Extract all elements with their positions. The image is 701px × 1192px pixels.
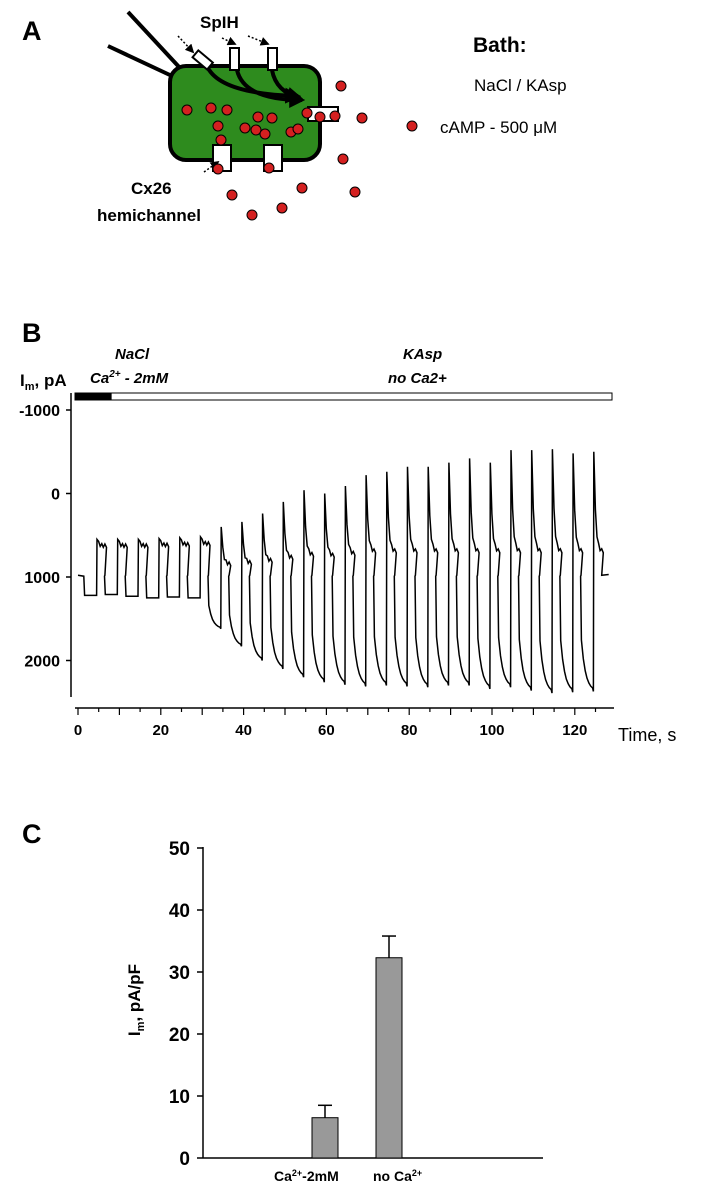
x-tick-label: 40	[235, 722, 252, 739]
panel-b: B Im, pA NaCl Ca2+ - 2mM KAsp no Ca2+ 20…	[19, 318, 676, 745]
camp-dot	[266, 112, 278, 124]
category-label-no-ca: no Ca2+	[373, 1168, 422, 1184]
camp-dot	[329, 110, 341, 122]
kasp-solution-bar	[110, 392, 613, 401]
camp-dot	[263, 162, 275, 174]
camp-dot	[215, 134, 227, 146]
patch-pipettes	[107, 10, 182, 78]
y-tick-label: -1000	[19, 403, 60, 420]
panel-c-letter: C	[22, 819, 42, 849]
x-tick-label: 120	[562, 722, 587, 739]
legend-dot	[406, 120, 418, 132]
current-trace	[77, 449, 609, 694]
panel-a: A	[22, 10, 567, 225]
camp-dot	[212, 120, 224, 132]
spih-label: SpIH	[200, 13, 239, 32]
camp-dot	[181, 104, 193, 116]
x-tick-label: 100	[479, 722, 504, 739]
panel-c-y-label: Im, pA/pF	[125, 964, 147, 1036]
camp-dot	[239, 122, 251, 134]
camp-dot	[259, 128, 271, 140]
y-tick-label: 0	[179, 1149, 190, 1170]
bath-solution: NaCl / KAsp	[474, 76, 567, 95]
bath-title: Bath:	[473, 34, 527, 57]
y-tick-label: 1000	[24, 570, 60, 587]
camp-dot	[246, 209, 258, 221]
bar	[311, 1117, 339, 1159]
camp-dot	[335, 80, 347, 92]
cx26-label: Cx26	[131, 179, 172, 198]
panel-b-y-label: Im, pA	[20, 371, 67, 393]
camp-dot	[212, 163, 224, 175]
cAMP-flux-arrows	[206, 66, 306, 108]
y-tick-label: 40	[169, 901, 190, 922]
panel-b-letter: B	[22, 318, 42, 348]
camp-dot	[250, 124, 262, 136]
nacl-solution-bar	[74, 392, 112, 401]
panel-b-x-label: Time, s	[618, 725, 676, 745]
nacl-label: NaCl	[115, 346, 150, 363]
y-tick-label: 2000	[24, 654, 60, 671]
no-ca-label: no Ca2+	[388, 370, 447, 387]
camp-dot	[252, 111, 264, 123]
camp-dot	[205, 102, 217, 114]
y-tick-label: 0	[51, 487, 60, 504]
y-tick-label: 20	[169, 1025, 190, 1046]
cell-body	[168, 64, 322, 162]
x-tick-label: 0	[74, 722, 82, 739]
category-label-ca-2mm: Ca2+-2mM	[274, 1168, 339, 1184]
camp-dot	[356, 112, 368, 124]
camp-dot	[349, 186, 361, 198]
panel-c: C Im, pA/pF 50 40 30 20 10 0 Ca2+-2mM no Ca2+	[22, 819, 543, 1184]
x-tick-label: 60	[318, 722, 335, 739]
camp-dot	[292, 123, 304, 135]
hemichannel-label: hemichannel	[97, 206, 201, 225]
camp-dot	[296, 182, 308, 194]
spih-channels	[191, 47, 278, 71]
bar	[375, 957, 403, 1159]
x-tick-label: 20	[152, 722, 169, 739]
camp-dot	[276, 202, 288, 214]
camp-dot	[337, 153, 349, 165]
camp-dot	[301, 107, 313, 119]
camp-dots	[181, 80, 368, 221]
y-tick-label: 30	[169, 963, 190, 984]
x-tick-label: 80	[401, 722, 418, 739]
ca-2mm-label: Ca2+ - 2mM	[90, 369, 169, 387]
camp-dot	[226, 189, 238, 201]
camp-dot	[221, 104, 233, 116]
panel-a-letter: A	[22, 16, 42, 46]
y-tick-label: 10	[169, 1087, 190, 1108]
camp-dot	[314, 111, 326, 123]
legend-label: cAMP - 500 μM	[440, 118, 557, 137]
y-tick-label: 50	[169, 839, 190, 860]
kasp-label: KAsp	[403, 346, 442, 363]
label-pointer-arrows	[177, 35, 270, 173]
